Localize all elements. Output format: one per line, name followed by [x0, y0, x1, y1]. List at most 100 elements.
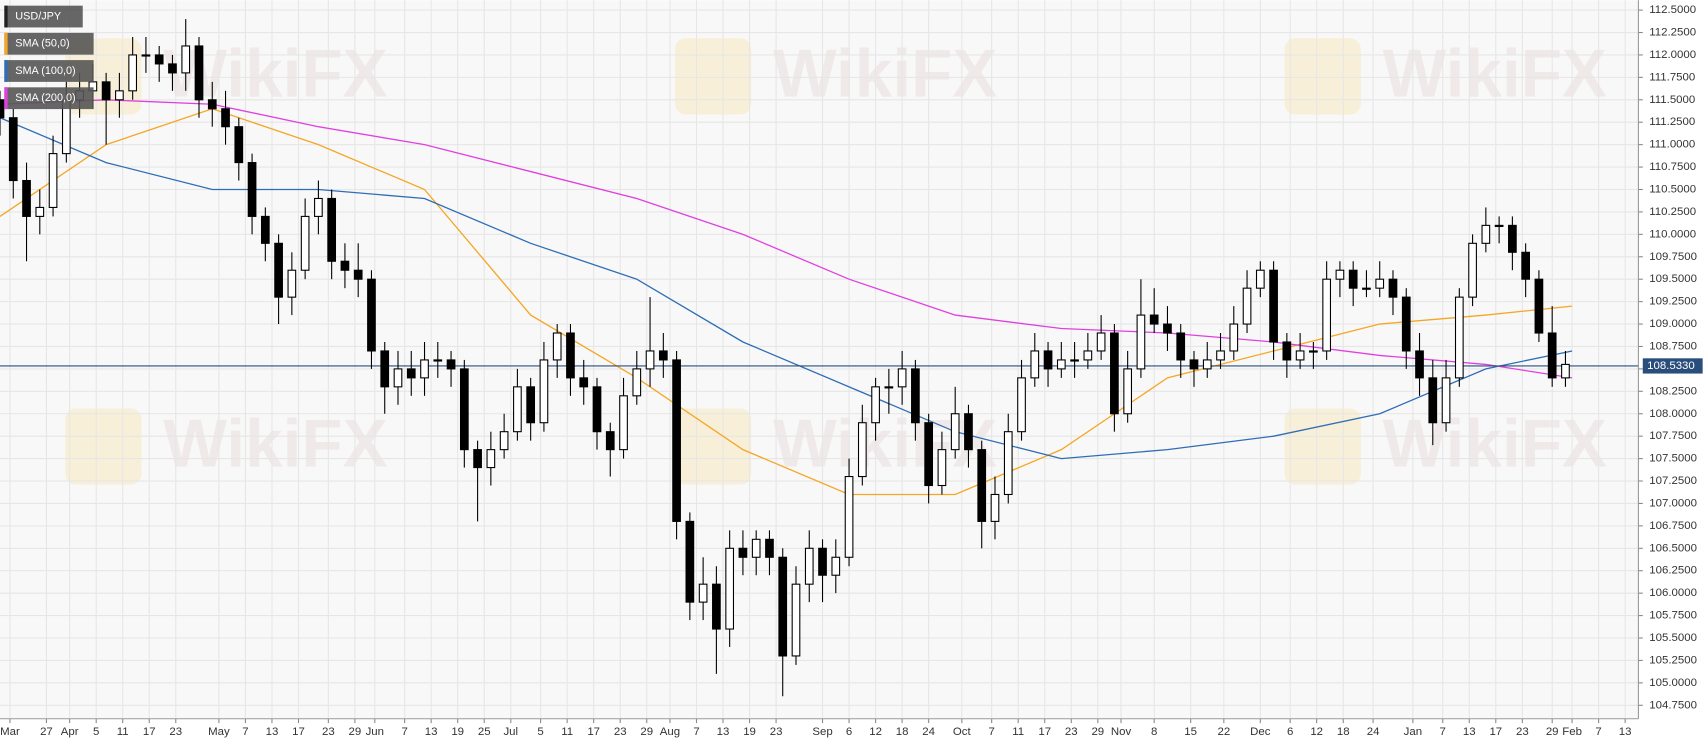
candle-body	[751, 538, 761, 558]
candle-body	[698, 583, 708, 603]
candle-body	[990, 493, 1000, 522]
candle-body	[765, 538, 774, 558]
candle-body	[685, 520, 695, 603]
watermark-logo	[674, 38, 752, 115]
x-tick-label: 27	[40, 726, 53, 738]
candle-body	[1348, 269, 1358, 289]
candle-body	[247, 162, 257, 217]
candle-body	[937, 449, 947, 487]
x-tick-label: 29	[349, 726, 362, 738]
legend-label: SMA (50,0)	[15, 38, 69, 50]
x-tick-label: 23	[322, 726, 335, 738]
x-tick-label: 11	[117, 726, 129, 738]
candle-body	[1508, 224, 1517, 253]
x-tick-label: Aug	[660, 726, 680, 738]
candle-body	[1295, 350, 1305, 361]
candle-body	[1003, 431, 1013, 496]
x-tick-label: 7	[401, 726, 407, 738]
candle-body	[234, 126, 244, 164]
candle-body	[1415, 350, 1424, 379]
candle-body	[101, 81, 111, 101]
candle-body	[1056, 359, 1066, 370]
x-tick-label: 11	[561, 726, 573, 738]
watermark: WikiFX	[773, 36, 997, 111]
price-label-box	[1642, 358, 1703, 374]
y-tick-label: 108.2500	[1649, 385, 1697, 397]
x-tick-label: 23	[614, 726, 627, 738]
candle-body	[1163, 323, 1172, 334]
x-tick-label: 24	[922, 726, 935, 738]
legend-box	[4, 32, 94, 55]
candle-body	[871, 386, 880, 424]
y-tick-label: 105.7500	[1649, 610, 1697, 622]
y-tick-label: 106.7500	[1649, 520, 1697, 532]
candle-body	[911, 368, 920, 424]
x-tick-label: 23	[169, 726, 182, 738]
y-tick-label: 110.7500	[1649, 161, 1696, 173]
y-tick-label: 111.5000	[1649, 94, 1695, 106]
x-tick-label: 7	[693, 726, 699, 738]
y-tick-label: 105.0000	[1649, 677, 1697, 689]
candle-body	[327, 197, 337, 262]
x-tick-label: 7	[1440, 726, 1446, 738]
candle-body	[1494, 224, 1504, 228]
candle-body	[579, 377, 589, 388]
y-tick-label: 112.5000	[1649, 4, 1696, 16]
candle-body	[1123, 368, 1133, 415]
x-tick-label: 13	[1463, 726, 1476, 738]
candle-body	[526, 386, 536, 424]
x-tick-label: 18	[896, 726, 909, 738]
candle-body	[1030, 350, 1040, 379]
candle-body	[1561, 363, 1570, 379]
x-tick-label: 7	[988, 726, 994, 738]
x-tick-label: 29	[1091, 726, 1104, 738]
x-tick-label: 15	[1184, 726, 1197, 738]
x-tick-label: 17	[143, 726, 156, 738]
candle-body	[287, 269, 297, 298]
y-tick-label: 109.5000	[1649, 273, 1697, 285]
legend-box	[4, 5, 83, 28]
y-tick-label: 106.5000	[1649, 542, 1697, 554]
y-tick-label: 109.0000	[1649, 318, 1697, 330]
candle-body	[1388, 278, 1398, 298]
candle-body	[274, 242, 283, 298]
candle-body	[1335, 269, 1345, 280]
candle-body	[1282, 341, 1292, 361]
candle-body	[950, 413, 960, 451]
candle-body	[420, 359, 429, 379]
x-tick-label: Jun	[366, 726, 384, 738]
candle-body	[897, 368, 907, 388]
candle-body	[1229, 323, 1239, 352]
candle-body	[1454, 296, 1464, 379]
candle-body	[1189, 359, 1199, 370]
candle-body	[977, 449, 987, 522]
candle-body	[181, 45, 191, 74]
candle-body	[1136, 314, 1146, 370]
candle-body	[804, 547, 814, 585]
candle-body	[8, 117, 18, 182]
x-tick-label: Sep	[812, 726, 832, 738]
candle-body	[672, 359, 681, 522]
watermark-logo	[1284, 408, 1361, 485]
candle-body	[1083, 350, 1093, 361]
candle-body	[22, 179, 31, 217]
x-tick-label: 12	[869, 726, 882, 738]
candle-body	[632, 368, 642, 397]
x-tick-label: 23	[1065, 726, 1078, 738]
candle-body	[791, 583, 801, 657]
y-tick-label: 106.0000	[1649, 587, 1697, 599]
candle-body	[1322, 278, 1332, 352]
x-tick-label: 17	[292, 726, 305, 738]
y-tick-label: 107.7500	[1649, 430, 1697, 442]
candle-body	[1255, 269, 1265, 289]
y-tick-label: 105.5000	[1649, 632, 1697, 644]
candle-body	[141, 54, 151, 57]
y-tick-label: 106.2500	[1649, 565, 1697, 577]
candle-body	[552, 332, 562, 361]
y-tick-label: 109.2500	[1649, 296, 1697, 308]
x-tick-label: Oct	[953, 726, 972, 738]
candle-body	[314, 197, 323, 217]
x-tick-label: 13	[266, 726, 279, 738]
plot-background	[0, 0, 1638, 719]
legend-box	[4, 87, 94, 110]
